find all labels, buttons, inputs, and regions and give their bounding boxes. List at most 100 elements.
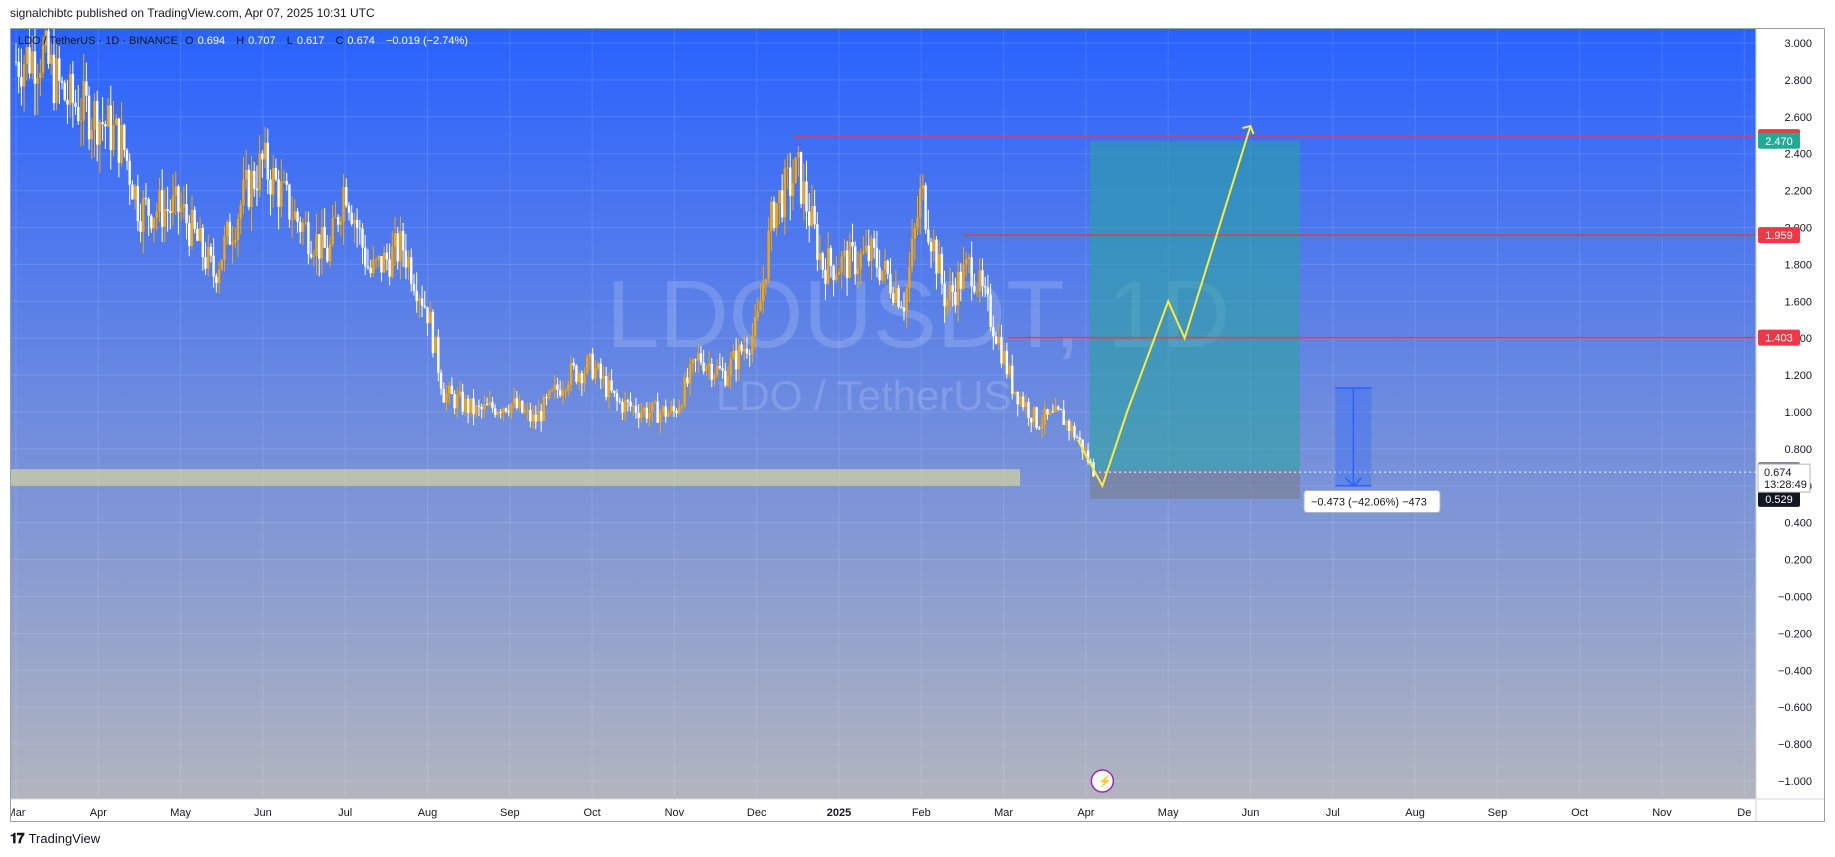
tool-price-tag-bg: [1758, 132, 1800, 149]
candle-body: [388, 259, 391, 277]
candle-body: [845, 250, 849, 278]
candle-body: [163, 209, 167, 227]
candle-body: [285, 181, 288, 185]
candle-body: [872, 238, 876, 248]
candle-body: [198, 228, 202, 241]
candle-body: [385, 252, 389, 260]
candle-body: [897, 287, 900, 307]
candle-body: [761, 283, 765, 302]
candle-body: [90, 129, 94, 140]
candle-body: [1005, 350, 1009, 375]
candle-body: [439, 372, 443, 389]
y-tick-label: 1.000: [1784, 407, 1812, 419]
candle-body: [948, 285, 952, 300]
candle-body: [613, 390, 616, 394]
candle-body: [22, 64, 26, 87]
candle-body: [442, 388, 445, 403]
candle-body: [1059, 409, 1063, 411]
candle-body: [843, 250, 846, 257]
candle-body: [201, 228, 204, 258]
candle-body: [410, 257, 413, 285]
candle-body: [599, 363, 602, 379]
candle-body: [756, 310, 759, 318]
candle-body: [152, 218, 156, 229]
candle-body: [553, 384, 556, 390]
candle-body: [114, 118, 118, 125]
candle-body: [840, 256, 843, 273]
candle-body: [401, 230, 405, 251]
x-tick-label: Mar: [994, 807, 1013, 819]
candle-body: [147, 198, 150, 216]
published-info: signalchibtc published on TradingView.co…: [10, 6, 375, 20]
candle-body: [261, 153, 264, 160]
candle-body: [93, 100, 96, 130]
candle-body: [797, 152, 800, 158]
candle-body: [954, 292, 957, 306]
candle-body: [280, 181, 283, 207]
candle-body: [1065, 420, 1068, 425]
x-tick-label: De: [1737, 807, 1751, 819]
candle-body: [98, 121, 102, 145]
candle-body: [77, 106, 80, 122]
candle-body: [326, 247, 329, 262]
candle-body: [751, 335, 754, 354]
tradingview-logo-icon[interactable]: 𝟏𝟕: [10, 830, 25, 846]
candle-body: [31, 51, 34, 74]
candle-body: [556, 384, 559, 390]
candle-body: [510, 403, 513, 413]
footer-brand[interactable]: TradingView: [28, 831, 101, 846]
x-tick-label: Jun: [254, 807, 272, 819]
candle-body: [567, 384, 570, 391]
candle-body: [734, 350, 738, 370]
candle-body: [929, 242, 933, 252]
level-price-tag: 1.403: [1765, 333, 1793, 345]
candle-body: [112, 124, 115, 151]
y-tick-label: 1.600: [1784, 296, 1812, 308]
candle-body: [63, 82, 66, 101]
candle-body: [196, 229, 199, 241]
candle-body: [856, 268, 860, 275]
candle-body: [353, 219, 356, 224]
candle-body: [426, 307, 429, 324]
candle-body: [464, 398, 467, 412]
candle-body: [288, 184, 291, 220]
candle-body: [39, 72, 42, 79]
candle-body: [910, 238, 914, 268]
candle-body: [637, 412, 640, 418]
candle-body: [818, 253, 822, 260]
candle-body: [691, 359, 695, 364]
candle-body: [160, 190, 164, 227]
candle-body: [686, 377, 689, 384]
candle-body: [694, 359, 697, 361]
candle-body: [1002, 350, 1006, 364]
candle-body: [586, 357, 589, 373]
candle-body: [651, 402, 654, 413]
candle-body: [540, 411, 543, 421]
y-tick-label: 2.800: [1784, 75, 1812, 87]
legend-change: −0.019 (−2.74%): [385, 35, 468, 47]
candle-body: [702, 362, 705, 372]
candle-body: [618, 400, 621, 402]
candle-body: [369, 267, 372, 274]
candle-body: [1019, 396, 1022, 405]
candle-body: [239, 205, 242, 220]
candle-body: [529, 409, 532, 422]
candle-body: [718, 365, 722, 369]
candle-body: [986, 287, 990, 295]
legend-symbol[interactable]: LDO / TetherUS · 1D · BINANCE: [18, 35, 178, 47]
y-tick-label: 2.200: [1784, 186, 1812, 198]
candle-body: [502, 408, 505, 413]
candle-body: [456, 394, 459, 409]
candle-body: [978, 270, 981, 292]
candle-body: [25, 47, 29, 65]
candle-body: [632, 405, 635, 407]
candle-body: [688, 363, 692, 384]
candle-body: [824, 269, 827, 284]
x-tick-label: Dec: [747, 807, 767, 819]
y-tick-label: −0.800: [1778, 739, 1812, 751]
candle-body: [1073, 425, 1076, 438]
candle-body: [1027, 402, 1030, 418]
candle-body: [74, 102, 77, 107]
chart-area[interactable]: LDOUSDT, 1D LDO / TetherUS −0.473 (−42.06%…: [10, 28, 1825, 822]
